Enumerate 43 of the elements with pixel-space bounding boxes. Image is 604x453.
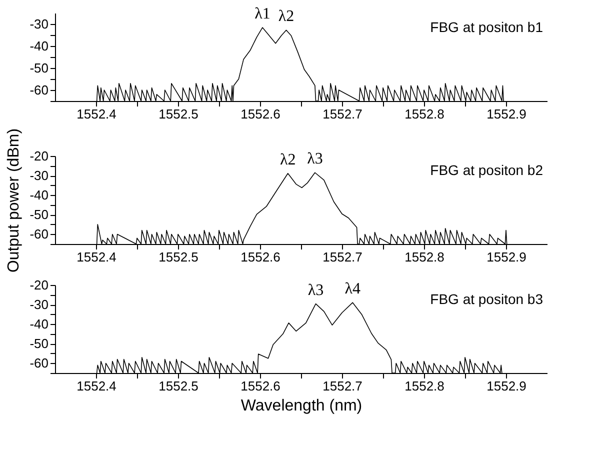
x-tick-label: 1552.6 bbox=[240, 250, 280, 264]
y-tick-label: -20 bbox=[30, 148, 48, 164]
y-tick-label: -50 bbox=[30, 207, 48, 222]
x-tick-label: 1552.4 bbox=[76, 106, 116, 122]
annotation: FBG at positon b1 bbox=[430, 19, 544, 35]
y-tick-label: -50 bbox=[30, 336, 48, 352]
y-tick-label: -40 bbox=[30, 38, 48, 54]
y-tick-label: -60 bbox=[30, 356, 48, 371]
x-tick-label: 1552.7 bbox=[322, 106, 362, 122]
x-tick-label: 1552.6 bbox=[240, 378, 280, 394]
y-tick-label: -60 bbox=[30, 82, 48, 98]
x-tick-label: 1552.8 bbox=[404, 378, 444, 394]
x-tick-label: 1552.6 bbox=[240, 106, 280, 122]
annotation: FBG at positon b3 bbox=[430, 291, 544, 307]
annotation: λ1 bbox=[254, 6, 270, 23]
y-tick-label: -40 bbox=[30, 316, 48, 332]
y-tick-label: -20 bbox=[30, 278, 48, 292]
y-tick-label: -30 bbox=[30, 16, 48, 32]
x-tick-label: 1552.8 bbox=[404, 250, 444, 264]
annotation: λ2 bbox=[280, 151, 296, 168]
annotation: λ3 bbox=[307, 150, 323, 168]
x-tick-label: 1552.4 bbox=[76, 250, 116, 264]
y-axis-title: Output power (dBm) bbox=[6, 128, 23, 273]
x-tick-label: 1552.5 bbox=[158, 378, 198, 394]
y-tick-label: -30 bbox=[30, 297, 48, 312]
x-tick-label: 1552.9 bbox=[486, 106, 526, 122]
x-tick-label: 1552.8 bbox=[404, 106, 444, 122]
y-tick-label: -60 bbox=[30, 226, 48, 242]
annotation: λ3 bbox=[308, 282, 324, 299]
y-tick-label: -40 bbox=[30, 188, 48, 203]
x-tick-label: 1552.9 bbox=[486, 250, 526, 264]
x-tick-label: 1552.5 bbox=[158, 250, 198, 264]
x-tick-label: 1552.9 bbox=[486, 378, 526, 394]
x-tick-label: 1552.7 bbox=[322, 378, 362, 394]
x-tick-label: 1552.4 bbox=[76, 378, 116, 394]
y-tick-label: -30 bbox=[30, 168, 48, 184]
annotation: λ4 bbox=[344, 280, 361, 298]
y-tick-label: -50 bbox=[30, 60, 48, 76]
x-tick-label: 1552.5 bbox=[158, 106, 198, 122]
annotation: λ2 bbox=[278, 8, 294, 26]
x-axis-title: Wavelength (nm) bbox=[240, 398, 362, 414]
annotation: FBG at positon b2 bbox=[430, 162, 544, 178]
x-tick-label: 1552.7 bbox=[322, 250, 362, 264]
